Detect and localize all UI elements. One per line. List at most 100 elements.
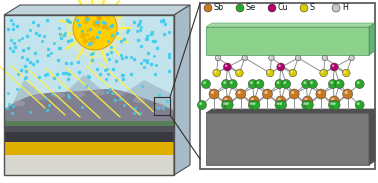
Circle shape [266, 69, 274, 77]
Text: Cu: Cu [278, 3, 289, 12]
Circle shape [236, 4, 244, 12]
Circle shape [268, 4, 276, 12]
Circle shape [279, 102, 282, 105]
Circle shape [355, 79, 364, 89]
FancyBboxPatch shape [206, 27, 369, 55]
Circle shape [223, 63, 231, 71]
Circle shape [310, 81, 313, 84]
Circle shape [215, 55, 221, 61]
Circle shape [83, 38, 88, 43]
Polygon shape [4, 75, 174, 121]
Circle shape [88, 38, 91, 40]
Circle shape [295, 55, 301, 61]
Circle shape [291, 91, 294, 94]
Polygon shape [369, 23, 375, 55]
Circle shape [222, 79, 231, 89]
Circle shape [278, 100, 287, 109]
Circle shape [318, 91, 321, 94]
Circle shape [222, 100, 231, 109]
Ellipse shape [153, 104, 165, 110]
Circle shape [276, 96, 286, 106]
Circle shape [277, 63, 285, 71]
Circle shape [306, 102, 309, 105]
Circle shape [320, 69, 327, 77]
Circle shape [323, 56, 325, 58]
Circle shape [279, 65, 281, 67]
FancyBboxPatch shape [4, 132, 174, 142]
Circle shape [102, 26, 105, 29]
Circle shape [248, 79, 257, 89]
Circle shape [250, 81, 253, 84]
Circle shape [251, 100, 260, 109]
Circle shape [333, 102, 336, 105]
Circle shape [331, 100, 340, 109]
Ellipse shape [93, 90, 105, 96]
Circle shape [342, 89, 353, 99]
Circle shape [214, 71, 217, 73]
Circle shape [251, 98, 254, 101]
Circle shape [357, 102, 359, 105]
Circle shape [329, 96, 339, 106]
Circle shape [302, 96, 313, 106]
Circle shape [248, 100, 257, 109]
Circle shape [330, 102, 333, 105]
Circle shape [225, 65, 227, 67]
FancyBboxPatch shape [4, 126, 174, 132]
Circle shape [270, 56, 271, 58]
Circle shape [344, 71, 346, 73]
Circle shape [236, 89, 246, 99]
Circle shape [328, 100, 338, 109]
Circle shape [330, 81, 333, 84]
Circle shape [342, 69, 350, 77]
Circle shape [289, 69, 297, 77]
Ellipse shape [53, 92, 65, 98]
Circle shape [316, 89, 326, 99]
Ellipse shape [33, 94, 45, 100]
Circle shape [277, 81, 279, 84]
FancyBboxPatch shape [4, 155, 174, 175]
FancyBboxPatch shape [206, 113, 369, 165]
Polygon shape [206, 23, 375, 27]
Circle shape [330, 63, 338, 71]
Circle shape [73, 6, 117, 50]
FancyBboxPatch shape [4, 118, 174, 126]
Circle shape [86, 33, 89, 36]
Polygon shape [206, 109, 375, 113]
Text: H: H [342, 3, 348, 12]
Circle shape [262, 89, 273, 99]
Ellipse shape [133, 97, 145, 103]
Circle shape [257, 81, 259, 84]
Circle shape [65, 0, 125, 58]
Circle shape [209, 89, 219, 99]
Circle shape [321, 71, 324, 73]
Circle shape [107, 17, 109, 19]
Circle shape [230, 81, 233, 84]
Circle shape [203, 81, 206, 84]
Circle shape [332, 65, 334, 67]
Circle shape [83, 19, 88, 24]
Circle shape [102, 24, 107, 29]
Circle shape [302, 100, 311, 109]
Circle shape [304, 102, 306, 105]
Circle shape [243, 56, 245, 58]
Circle shape [242, 55, 248, 61]
Circle shape [350, 56, 352, 58]
Circle shape [226, 102, 229, 105]
Circle shape [278, 98, 281, 101]
Circle shape [237, 71, 239, 73]
Circle shape [90, 36, 96, 41]
Circle shape [88, 40, 93, 44]
Circle shape [199, 102, 202, 105]
Circle shape [250, 102, 253, 105]
Circle shape [300, 4, 308, 12]
Circle shape [269, 55, 274, 61]
Circle shape [223, 81, 226, 84]
Circle shape [97, 23, 101, 28]
Circle shape [238, 91, 241, 94]
Circle shape [328, 79, 338, 89]
Circle shape [224, 100, 233, 109]
Circle shape [284, 81, 286, 84]
Circle shape [304, 100, 313, 109]
Circle shape [275, 100, 284, 109]
Circle shape [213, 69, 220, 77]
